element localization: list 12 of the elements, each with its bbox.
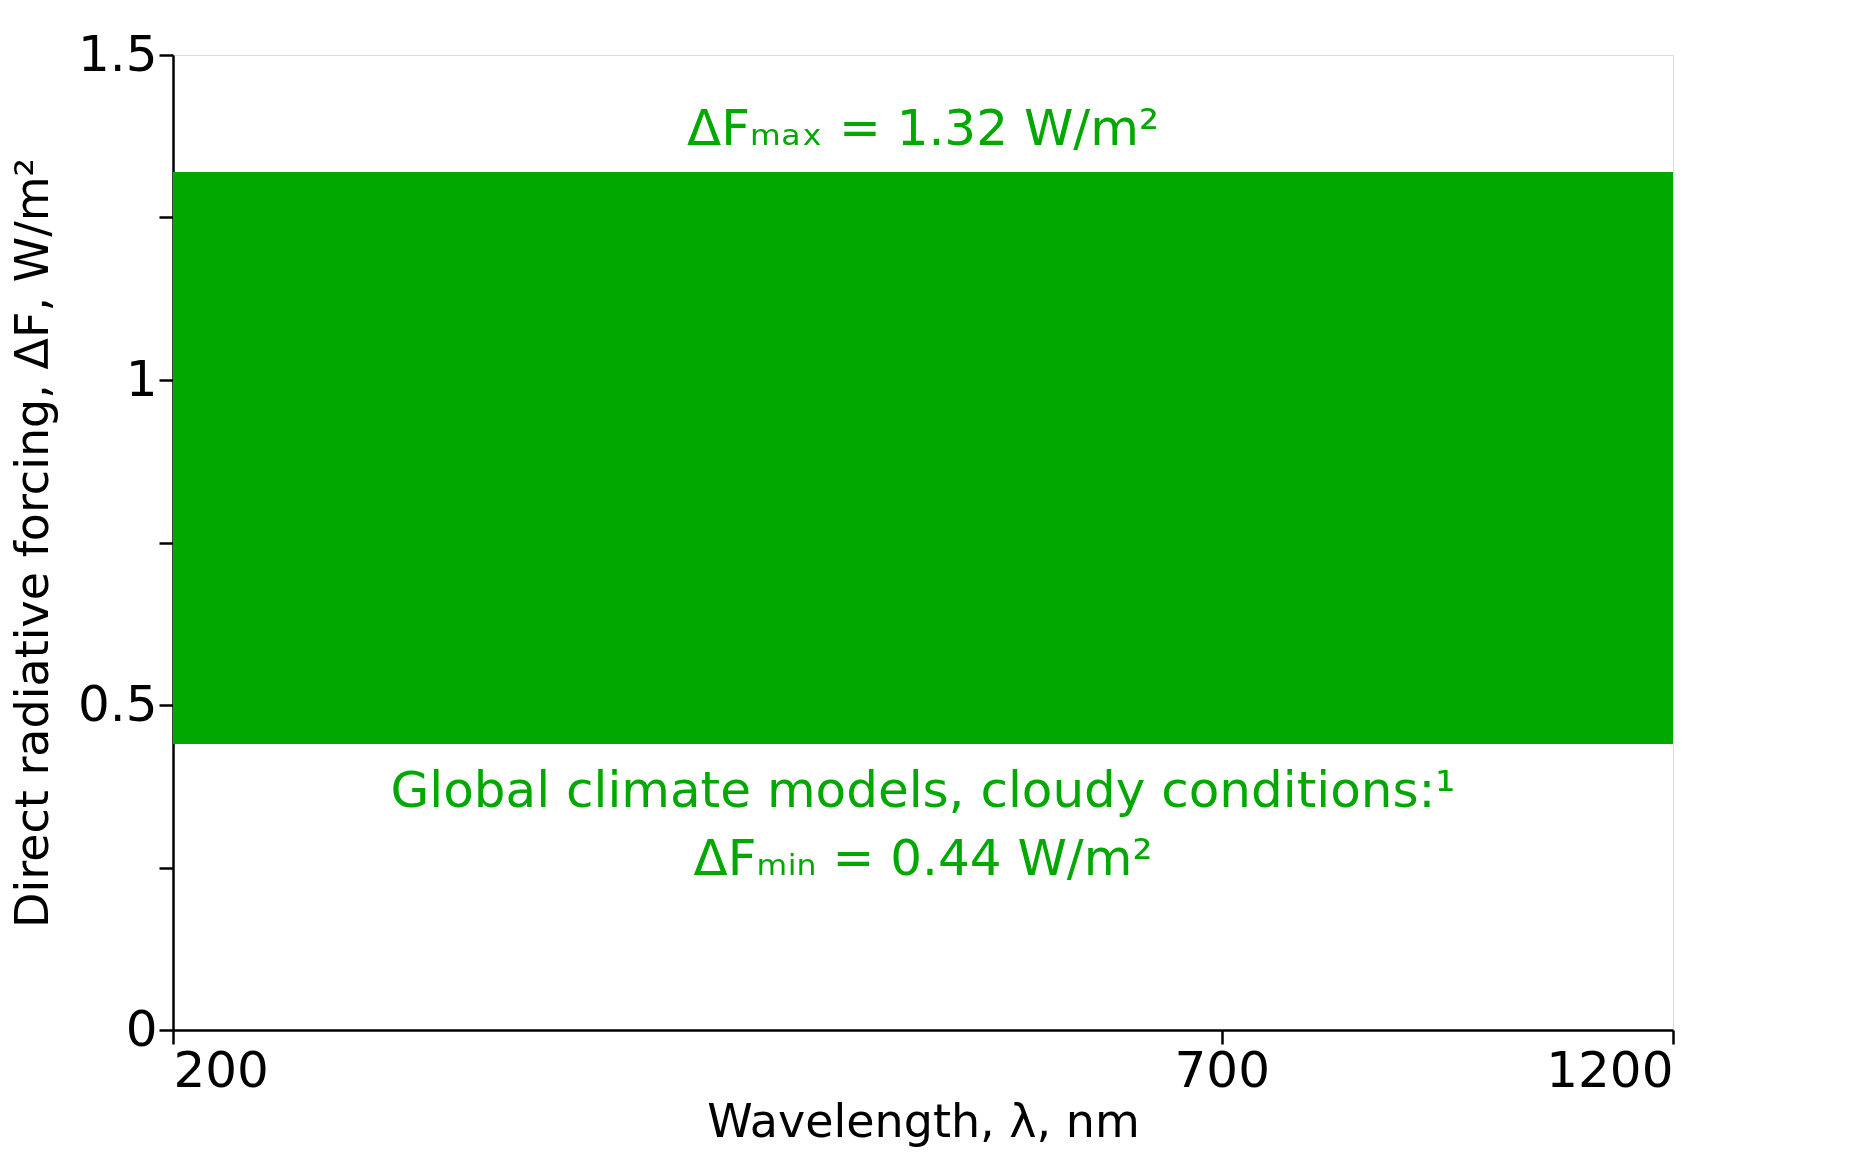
annotation: ΔFₘₐₓ = 1.32 W/m²: [687, 99, 1159, 157]
x-tick-label: 700: [1174, 1040, 1270, 1099]
y-tick-label: 0: [125, 999, 158, 1058]
annotation: ΔFₘᵢₙ = 0.44 W/m²: [693, 829, 1153, 887]
x-tick-label: 200: [173, 1040, 269, 1099]
x-axis-title: Wavelength, λ, nm: [707, 1093, 1140, 1148]
y-tick-label: 1.5: [77, 24, 158, 83]
x-tick-label: 1200: [1546, 1040, 1674, 1099]
y-tick-label: 0.5: [77, 674, 158, 733]
y-tick-label: 1: [125, 349, 158, 408]
y-axis-title: Direct radiative forcing, ΔF, W/m²: [4, 158, 59, 928]
annotation: Global climate models, cloudy conditions:¹: [390, 761, 1456, 819]
